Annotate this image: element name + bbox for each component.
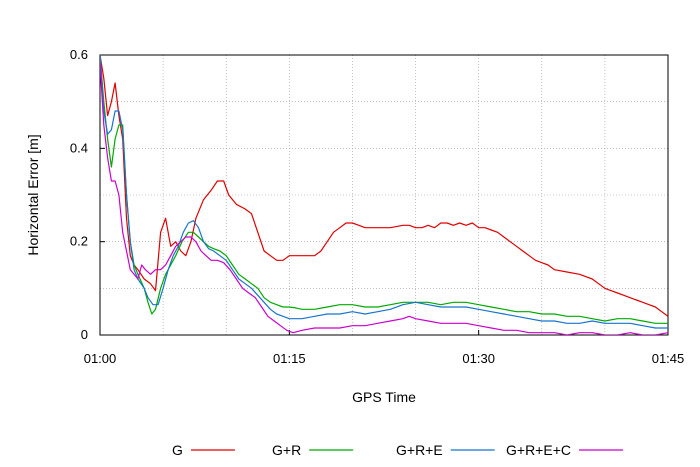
y-tick-label: 0.2 [70,234,88,249]
series-line-3 [100,64,668,335]
legend-label-2: G+R+E [396,442,443,458]
legend-label-3: G+R+E+C [506,442,571,458]
x-tick-label: 01:30 [462,351,495,366]
series-line-0 [100,55,668,317]
x-axis-label: GPS Time [352,389,416,405]
grid-lines [100,55,668,335]
tick-marks [99,54,669,336]
x-tick-label: 01:00 [84,351,117,366]
legend-label-0: G [172,442,183,458]
y-tick-label: 0 [81,327,88,342]
plot-frame [99,54,669,336]
y-axis-label: Horizontal Error [m] [25,134,41,255]
y-tick-label: 0.6 [70,47,88,62]
tick-labels: 01:00 01:15 01:30 01:45 0 0.2 0.4 0.6 [70,47,684,366]
y-tick-label: 0.4 [70,140,88,155]
series-line-1 [100,55,668,324]
legend: G G+R G+R+E G+R+E+C [172,442,623,458]
series-line-2 [100,55,668,329]
legend-label-1: G+R [272,442,301,458]
series-lines [100,55,668,335]
x-tick-label: 01:15 [273,351,306,366]
x-tick-label: 01:45 [652,351,685,366]
